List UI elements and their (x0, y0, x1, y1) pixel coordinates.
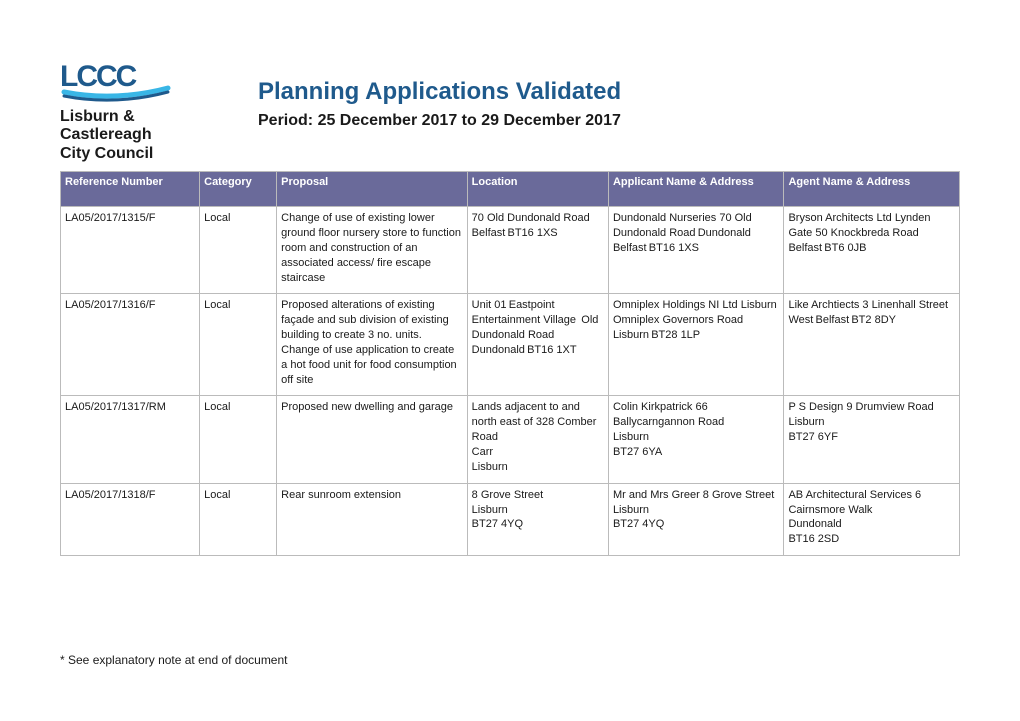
cell-cat: Local (200, 396, 277, 483)
cell-cat: Local (200, 294, 277, 396)
col-reference: Reference Number (61, 172, 200, 207)
col-applicant: Applicant Name & Address (608, 172, 784, 207)
cell-age: AB Architectural Services 6 Cairnsmore W… (784, 483, 960, 555)
table-row: LA05/2017/1318/FLocalRear sunroom extens… (61, 483, 960, 555)
footnote: * See explanatory note at end of documen… (60, 653, 288, 667)
cell-app: Dundonald Nurseries 70 Old Dundonald Roa… (608, 207, 784, 294)
cell-age: P S Design 9 Drumview Road Lisburn BT27 … (784, 396, 960, 483)
applications-table: Reference Number Category Proposal Locat… (60, 171, 960, 556)
cell-prop: Proposed new dwelling and garage (277, 396, 468, 483)
col-location: Location (467, 172, 608, 207)
cell-loc: 70 Old Dundonald Road Belfast BT16 1XS (467, 207, 608, 294)
table-row: LA05/2017/1315/FLocalChange of use of ex… (61, 207, 960, 294)
logo-line2: Castlereagh (60, 126, 230, 144)
col-agent: Agent Name & Address (784, 172, 960, 207)
cell-app: Omniplex Holdings NI Ltd Lisburn Omniple… (608, 294, 784, 396)
cell-app: Mr and Mrs Greer 8 Grove Street Lisburn … (608, 483, 784, 555)
table-header-row: Reference Number Category Proposal Locat… (61, 172, 960, 207)
header: LCCC Lisburn & Castlereagh City Council … (60, 60, 960, 163)
cell-loc: Lands adjacent to and north east of 328 … (467, 396, 608, 483)
page-title: Planning Applications Validated (258, 78, 621, 106)
col-category: Category (200, 172, 277, 207)
cell-age: Bryson Architects Ltd Lynden Gate 50 Kno… (784, 207, 960, 294)
logo-line3: City Council (60, 145, 230, 163)
title-block: Planning Applications Validated Period: … (258, 60, 621, 130)
cell-loc: Unit 01 Eastpoint Entertainment Village … (467, 294, 608, 396)
cell-cat: Local (200, 207, 277, 294)
period-text: Period: 25 December 2017 to 29 December … (258, 112, 621, 130)
col-proposal: Proposal (277, 172, 468, 207)
svg-text:LCCC: LCCC (60, 60, 137, 93)
lccc-logo-icon: LCCC (60, 60, 200, 104)
cell-prop: Rear sunroom extension (277, 483, 468, 555)
cell-ref: LA05/2017/1315/F (61, 207, 200, 294)
logo-line1: Lisburn & (60, 108, 230, 126)
cell-prop: Proposed alterations of existing façade … (277, 294, 468, 396)
cell-prop: Change of use of existing lower ground f… (277, 207, 468, 294)
cell-cat: Local (200, 483, 277, 555)
logo-block: LCCC Lisburn & Castlereagh City Council (60, 60, 230, 163)
cell-ref: LA05/2017/1316/F (61, 294, 200, 396)
cell-ref: LA05/2017/1318/F (61, 483, 200, 555)
cell-ref: LA05/2017/1317/RM (61, 396, 200, 483)
cell-loc: 8 Grove Street Lisburn BT27 4YQ (467, 483, 608, 555)
logo-text: Lisburn & Castlereagh City Council (60, 108, 230, 163)
table-row: LA05/2017/1317/RMLocalProposed new dwell… (61, 396, 960, 483)
table-row: LA05/2017/1316/FLocalProposed alteration… (61, 294, 960, 396)
cell-app: Colin Kirkpatrick 66 Ballycarngannon Roa… (608, 396, 784, 483)
cell-age: Like Archtiects 3 Linenhall Street West … (784, 294, 960, 396)
